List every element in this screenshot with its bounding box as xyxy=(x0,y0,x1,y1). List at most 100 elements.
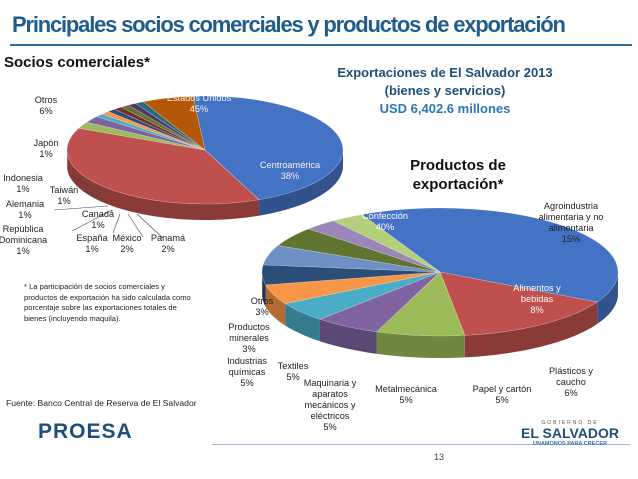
products-label-value: 5% xyxy=(399,395,413,405)
partners-label-value: 2% xyxy=(161,244,175,254)
slice-panama xyxy=(78,121,206,151)
slice-canada xyxy=(107,108,206,151)
partners-label-value: 1% xyxy=(91,220,105,230)
slice-taiwan xyxy=(120,104,206,151)
partners-label-value: 1% xyxy=(18,210,32,220)
slice-indonesia xyxy=(127,103,206,151)
partners-label-taiwan: Taiwán 1% xyxy=(19,185,109,207)
partners-label-value: 1% xyxy=(85,244,99,254)
products-label-plasticos-y-caucho: Plásticos y caucho 6% xyxy=(526,366,616,399)
products-label-metalmecanica: Metalmecánica 5% xyxy=(361,384,451,406)
products-label-maquinaria-y-aparatos-mecanicos-y-electricos: Maquinaria y aparatos mecánicos y eléctr… xyxy=(285,378,375,433)
partners-label-name: Japón xyxy=(33,138,59,148)
slice-republica-dominicana xyxy=(101,111,206,151)
products-label-confeccion: Confección 40% xyxy=(340,211,430,233)
products-label-name: Confección xyxy=(362,211,408,221)
slide-title: Principales socios comerciales y product… xyxy=(12,12,566,37)
slice-side-agroindustria-alimentaria-y-no-alimentaria xyxy=(464,302,598,358)
partners-label-value: 45% xyxy=(189,104,209,114)
partners-label-name: México xyxy=(112,233,142,243)
partners-label-value: 1% xyxy=(16,184,30,194)
partners-label-estados-unidos: Estados Unidos 45% xyxy=(154,93,244,115)
products-chart-title-line2: exportación* xyxy=(412,176,504,193)
products-label-name: Productos minerales xyxy=(228,322,270,343)
leader-line xyxy=(83,190,105,200)
slice-agroindustria-alimentaria-y-no-alimentaria xyxy=(439,271,598,336)
slice-side-centroamerica xyxy=(67,152,259,220)
footer-divider xyxy=(212,444,630,445)
slice-side-alimentos-y-bebidas xyxy=(376,331,465,358)
partners-label-name: Indonesia xyxy=(3,173,43,183)
partners-label-value: 6% xyxy=(39,106,53,116)
products-label-agroindustria-alimentaria-y-no-alimentaria: Agroindustria alimentaria y no alimentar… xyxy=(526,201,616,245)
government-logo-tagline: UNAMONOS PARA CRECER xyxy=(533,441,607,447)
leader-line xyxy=(53,205,109,211)
partners-label-centroamerica: Centroamérica 38% xyxy=(245,160,335,182)
products-label-name: Papel y cartón xyxy=(472,384,532,394)
government-logo-main: EL SALVADOR xyxy=(520,425,619,441)
partners-label-value: 1% xyxy=(57,196,71,206)
slice-mexico xyxy=(85,116,206,151)
partners-label-name: República Dominicana xyxy=(0,224,48,245)
products-label-value: 15% xyxy=(561,234,581,244)
slice-papel-y-carton xyxy=(284,271,441,320)
products-pie xyxy=(261,207,619,358)
partners-label-name: Panamá xyxy=(150,233,186,243)
partners-label-name: Otros xyxy=(34,95,58,105)
slice-industrias-quimicas xyxy=(277,228,441,273)
leader-lines xyxy=(53,175,164,239)
exports-summary-line1: Exportaciones de El Salvador 2013 xyxy=(337,65,553,80)
partners-label-name: España xyxy=(76,233,108,243)
slice-otros xyxy=(142,95,206,151)
partners-label-otros: Otros 6% xyxy=(1,95,91,117)
slice-centroamerica xyxy=(66,127,260,205)
products-label-value: 5% xyxy=(495,395,509,405)
partners-label-name: Canadá xyxy=(81,209,115,219)
products-label-name: Textiles xyxy=(277,361,309,371)
products-label-value: 5% xyxy=(323,422,337,432)
partners-label-name: Alemania xyxy=(5,199,45,209)
slice-plasticos-y-caucho xyxy=(319,271,441,333)
products-label-name: Otros xyxy=(250,296,274,306)
leader-line xyxy=(71,209,113,232)
products-label-value: 5% xyxy=(240,378,254,388)
proesa-logo: PROESA xyxy=(38,420,133,443)
government-logo-small: GOBIERNO DE xyxy=(541,420,599,426)
partners-label-name: Centroamérica xyxy=(259,160,321,170)
government-logo: GOBIERNO DE EL SALVADOR UNAMONOS PARA CR… xyxy=(512,420,628,447)
slice-side-metalmecanica xyxy=(265,284,286,326)
partners-label-republica-dominicana: República Dominicana 1% xyxy=(0,224,68,257)
slice-maquinaria-y-aparatos-mecanicos-y-electricos xyxy=(261,264,441,286)
products-label-name: Alimentos y bebidas xyxy=(513,283,561,304)
leader-line xyxy=(112,213,121,234)
slice-productos-minerales xyxy=(307,220,441,273)
products-label-value: 3% xyxy=(242,344,256,354)
partners-chart-title: Socios comerciales* xyxy=(4,54,150,71)
products-label-industrias-quimicas: Industrias químicas 5% xyxy=(202,356,292,389)
products-label-value: 6% xyxy=(564,388,578,398)
partners-label-panama: Panamá 2% xyxy=(123,233,213,255)
slice-estados-unidos xyxy=(192,95,344,201)
title-divider xyxy=(10,44,632,46)
leader-line xyxy=(136,213,164,239)
slice-alemania xyxy=(113,106,206,151)
footnote: * La participación de socios comerciales… xyxy=(24,282,191,323)
partners-label-name: Taiwán xyxy=(49,185,79,195)
exports-summary-amount: USD 6,402.6 millones xyxy=(379,101,511,116)
source-note: Fuente: Banco Central de Reserva de El S… xyxy=(6,398,197,408)
slice-side-maquinaria-y-aparatos-mecanicos-y-electricos xyxy=(262,274,266,307)
exports-summary-line2: (bienes y servicios) xyxy=(384,83,506,98)
slice-otros xyxy=(332,214,441,273)
partners-label-value: 1% xyxy=(16,246,30,256)
partners-label-value: 38% xyxy=(280,171,300,181)
partners-label-japon: Japón 1% xyxy=(1,138,91,160)
products-chart-title-line1: Productos de xyxy=(410,157,506,174)
partners-label-canada: Canadá 1% xyxy=(53,209,143,231)
products-label-textiles: Textiles 5% xyxy=(248,361,338,383)
products-label-name: Plásticos y caucho xyxy=(549,366,593,387)
partners-label-value: 2% xyxy=(120,244,134,254)
partners-label-indonesia: Indonesia 1% xyxy=(0,173,68,195)
products-label-name: Industrias químicas xyxy=(227,356,267,377)
slice-metalmecanica xyxy=(265,271,441,304)
